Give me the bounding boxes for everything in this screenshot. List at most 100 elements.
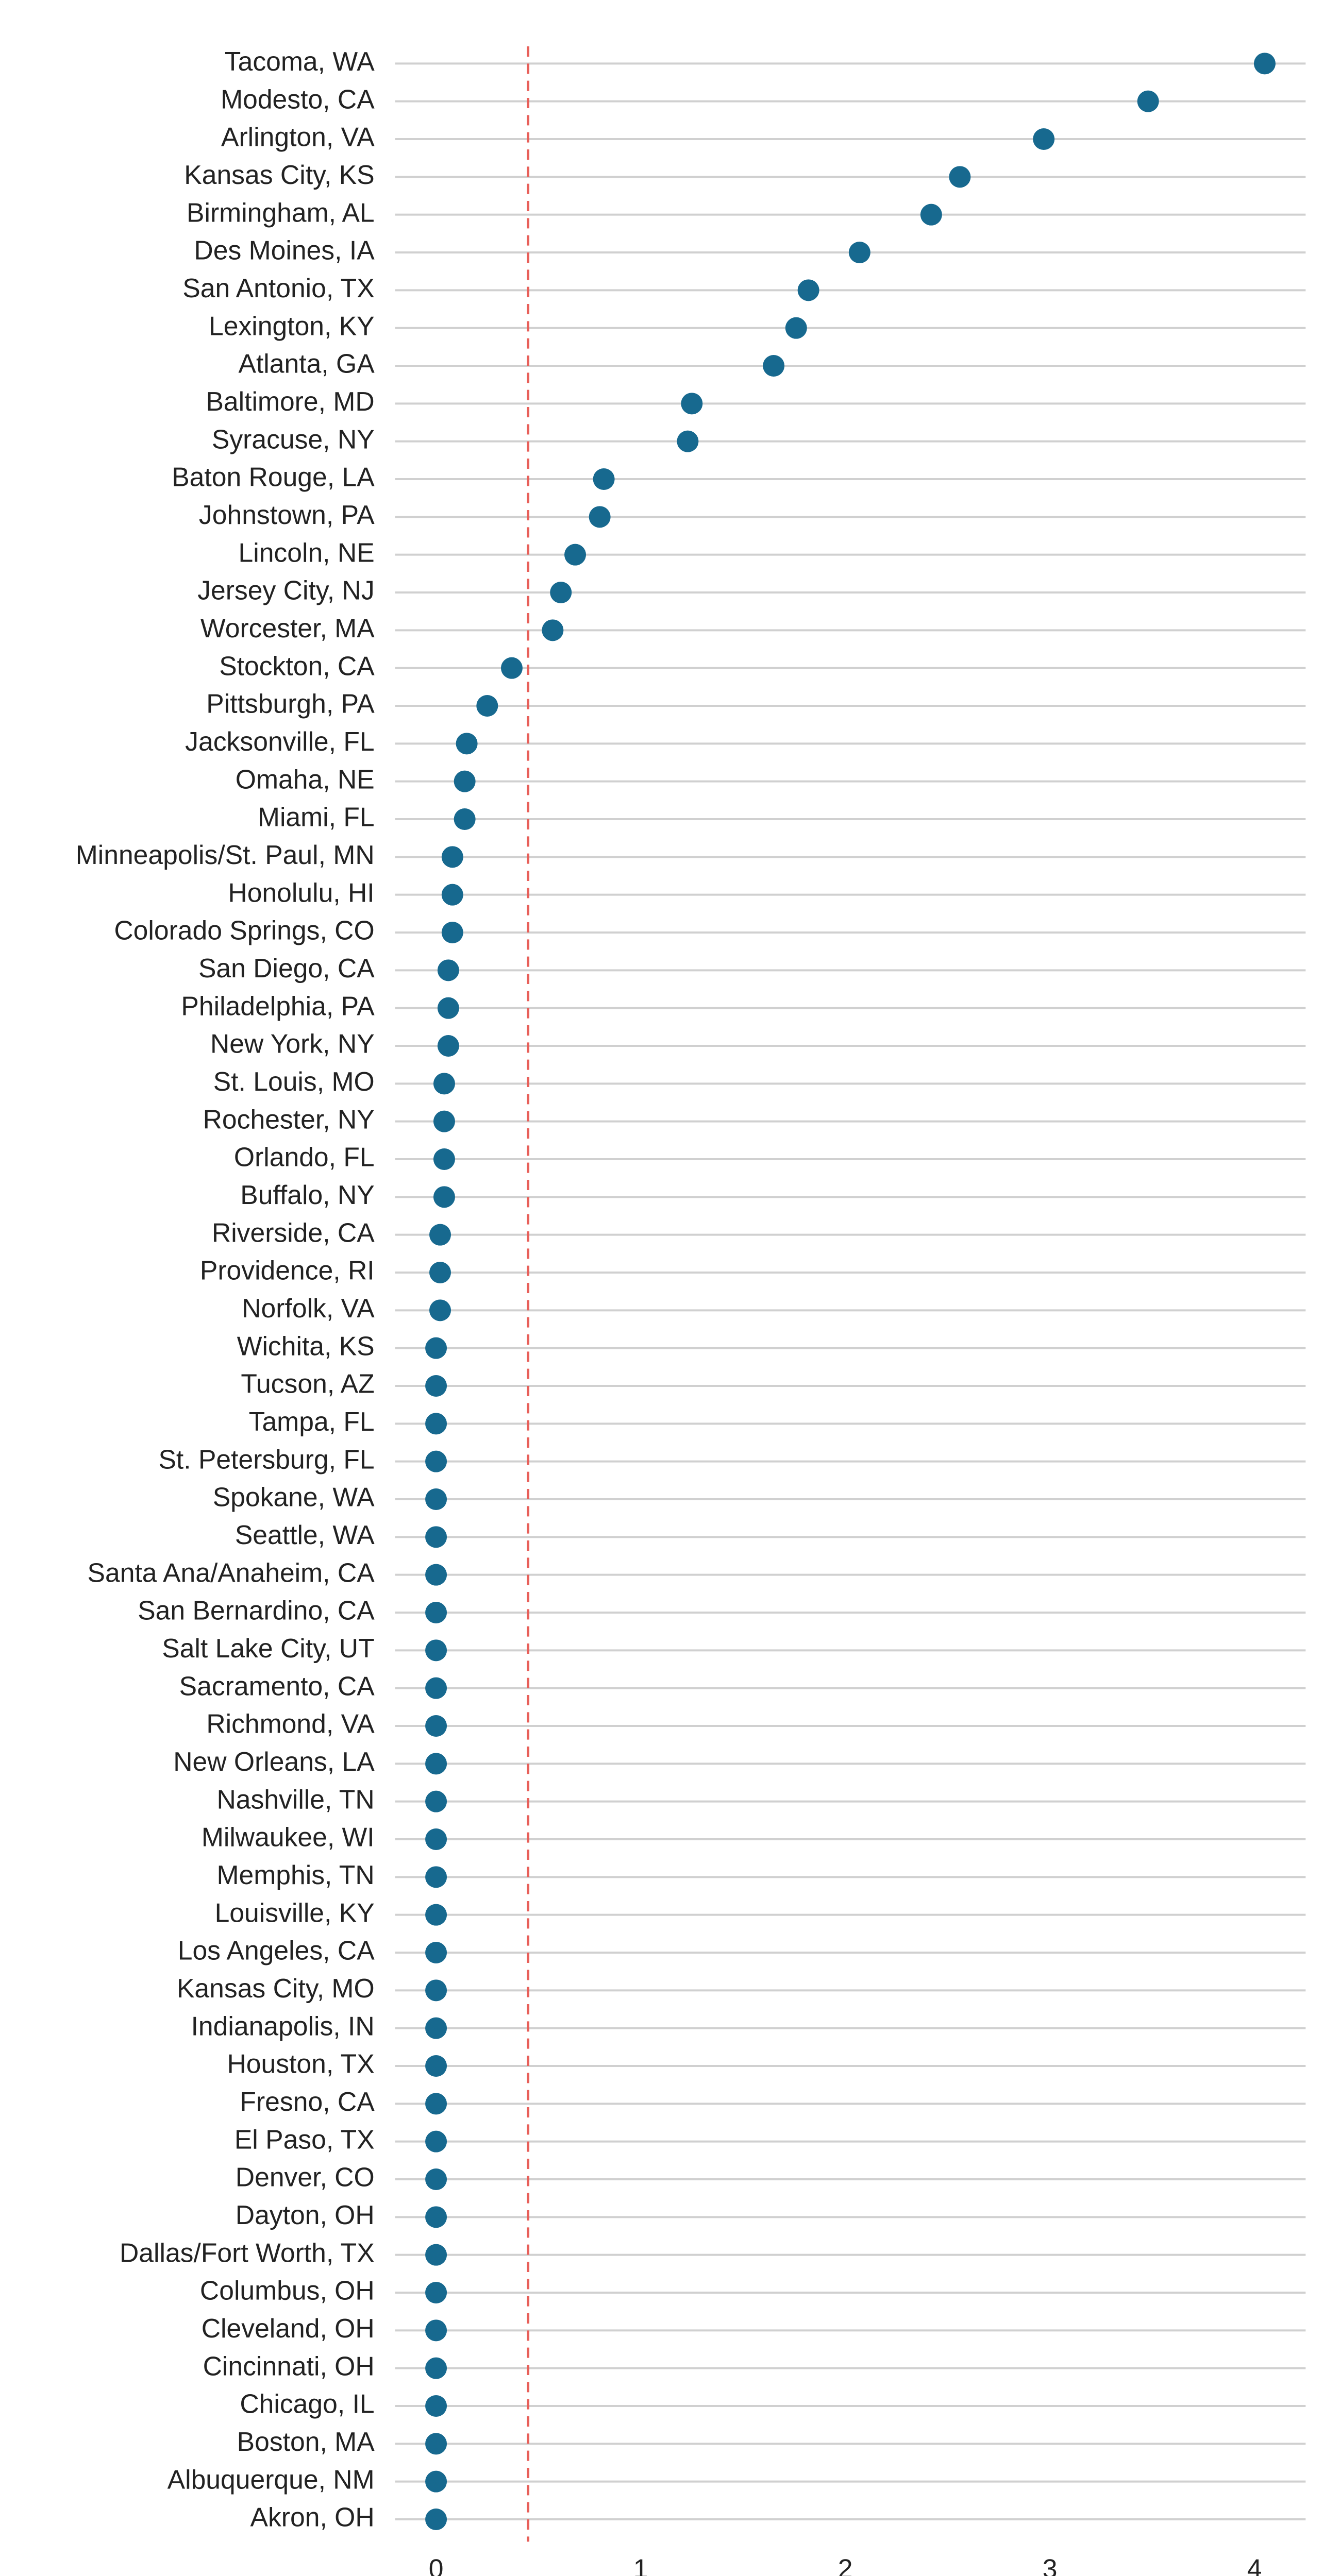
y-tick-label: Houston, TX [227, 2049, 374, 2079]
y-tick-label: Riverside, CA [212, 1217, 375, 1247]
dot [441, 846, 463, 868]
y-tick-label: Atlanta, GA [238, 349, 375, 379]
dot [425, 2017, 447, 2039]
dot [593, 468, 615, 490]
y-tick-label: Baton Rouge, LA [172, 462, 375, 492]
y-tick-label: Modesto, CA [221, 84, 375, 114]
y-tick-label: San Antonio, TX [182, 273, 374, 303]
dot [433, 1073, 455, 1095]
x-tick-label: 0 [429, 2554, 444, 2576]
y-tick-label: Baltimore, MD [206, 386, 374, 416]
y-tick-label: Omaha, NE [236, 764, 375, 794]
dot [454, 770, 476, 792]
x-tick-label: 2 [838, 2554, 853, 2576]
dot [425, 2470, 447, 2493]
dot [500, 657, 523, 679]
y-tick-label: El Paso, TX [234, 2124, 375, 2154]
y-tick-label: Columbus, OH [200, 2276, 375, 2306]
dot [425, 1979, 447, 2002]
dot [542, 619, 564, 641]
dot [433, 1110, 455, 1132]
y-tick-label: Stockton, CA [219, 651, 375, 681]
dot [763, 355, 785, 377]
dot [425, 2244, 447, 2266]
y-tick-label: Lexington, KY [209, 311, 375, 341]
dot [848, 242, 870, 263]
y-tick-label: Cincinnati, OH [203, 2351, 375, 2381]
y-tick-label: Denver, CO [236, 2162, 375, 2192]
y-tick-label: Cleveland, OH [202, 2313, 375, 2343]
x-tick-label: 1 [633, 2554, 648, 2576]
y-tick-label: Santa Ana/Anaheim, CA [88, 1557, 375, 1587]
dot [433, 1186, 455, 1208]
dot [425, 1488, 447, 1510]
y-tick-label: Los Angeles, CA [178, 1936, 375, 1965]
dot [437, 959, 459, 981]
dot [441, 922, 463, 943]
y-tick-label: Dayton, OH [236, 2200, 375, 2230]
y-tick-label: Philadelphia, PA [181, 991, 375, 1021]
dot [425, 1337, 447, 1359]
y-tick-label: Nashville, TN [216, 1784, 374, 1814]
y-tick-label: Akron, OH [250, 2502, 375, 2532]
dot [425, 1753, 447, 1775]
y-tick-label: Buffalo, NY [240, 1180, 374, 1210]
y-tick-label: Miami, FL [258, 802, 375, 832]
y-tick-label: Tucson, AZ [241, 1369, 374, 1399]
dot [785, 317, 807, 339]
y-tick-label: Jacksonville, FL [185, 726, 374, 756]
dot [425, 1677, 447, 1699]
dot [949, 166, 971, 188]
dot [425, 1602, 447, 1623]
y-tick-label: New York, NY [210, 1029, 375, 1059]
dot [550, 582, 572, 603]
x-tick-label: 4 [1247, 2554, 1262, 2576]
dot [441, 884, 463, 906]
y-tick-label: Spokane, WA [213, 1482, 375, 1512]
y-tick-label: Johnstown, PA [199, 500, 375, 530]
dot [1253, 53, 1276, 75]
dot [425, 2130, 447, 2153]
dot [425, 2395, 447, 2417]
dot [425, 2433, 447, 2455]
dot [429, 1224, 451, 1246]
dot [425, 2055, 447, 2077]
y-tick-label: Tacoma, WA [225, 46, 375, 76]
y-tick-label: Chicago, IL [240, 2389, 374, 2419]
y-tick-label: Dallas/Fort Worth, TX [120, 2238, 375, 2267]
y-tick-label: Wichita, KS [237, 1331, 375, 1361]
dot [425, 1639, 447, 1662]
dot [681, 393, 703, 415]
dot [425, 2509, 447, 2530]
dot [425, 1413, 447, 1435]
y-tick-label: Boston, MA [237, 2427, 375, 2456]
dot [425, 1526, 447, 1548]
y-tick-label: Minneapolis/St. Paul, MN [76, 840, 375, 870]
dot [429, 1262, 451, 1283]
y-tick-label: Des Moines, IA [194, 235, 375, 265]
y-tick-label: Milwaukee, WI [202, 1822, 375, 1852]
y-tick-label: Honolulu, HI [228, 877, 374, 907]
y-tick-label: Richmond, VA [206, 1709, 375, 1739]
y-tick-label: Orlando, FL [234, 1142, 375, 1172]
y-tick-label: Lincoln, NE [238, 537, 374, 567]
dot [437, 997, 459, 1019]
y-tick-label: St. Petersburg, FL [158, 1444, 374, 1474]
y-tick-label: Memphis, TN [216, 1860, 374, 1890]
dot [425, 2206, 447, 2228]
dot [433, 1148, 455, 1170]
dot [429, 1299, 451, 1321]
y-tick-label: Louisville, KY [215, 1897, 375, 1927]
y-tick-label: Pittsburgh, PA [206, 689, 375, 719]
y-tick-label: Jersey City, NJ [197, 575, 374, 605]
dot [920, 204, 942, 226]
y-tick-label: Kansas City, MO [177, 1973, 375, 2003]
dot [589, 506, 611, 528]
dot [454, 808, 476, 830]
dot [797, 279, 819, 301]
y-tick-label: Seattle, WA [235, 1520, 375, 1550]
dot [425, 1450, 447, 1472]
dot [425, 1564, 447, 1586]
y-tick-label: Rochester, NY [203, 1104, 375, 1134]
